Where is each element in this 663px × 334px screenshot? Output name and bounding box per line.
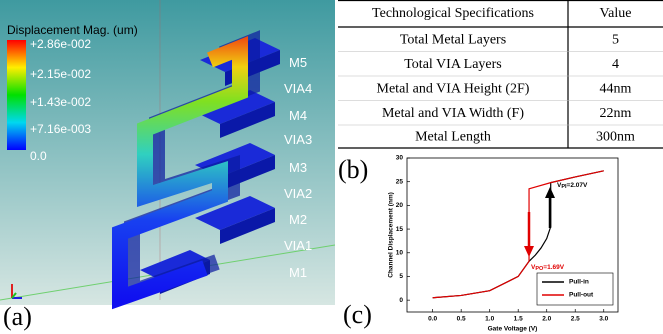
- x-tick-label: 2.5: [571, 316, 580, 323]
- annotation: VPO=1.69V: [531, 264, 565, 273]
- x-tick-label: 1.0: [485, 316, 494, 323]
- x-axis-label: Gate Voltage (V): [488, 326, 538, 333]
- y-tick-label: 10: [396, 249, 404, 256]
- y-tick-label: 30: [396, 155, 404, 162]
- table-cell: 4: [612, 57, 619, 72]
- layer-label: VIA3: [284, 132, 312, 147]
- y-tick-label: 5: [399, 273, 403, 280]
- colorbar: [7, 40, 26, 150]
- y-tick-label: 20: [396, 202, 404, 209]
- table-cell: Total VIA Layers: [404, 57, 502, 72]
- legend-label: Pull-in: [569, 279, 589, 286]
- y-tick-label: 25: [396, 178, 404, 185]
- colorbar-label: +2.86e-002: [30, 37, 91, 51]
- table-cell: Metal and VIA Height (2F): [377, 81, 530, 96]
- layer-label: M2: [289, 212, 307, 227]
- table-header: Technological Specifications: [372, 6, 534, 21]
- spec-table: Technological Specifications Value Total M…: [338, 0, 663, 148]
- annotation-suffix: =2.07V: [567, 182, 588, 189]
- table-cell: 300nm: [596, 130, 635, 145]
- layer-label: M3: [289, 160, 307, 175]
- table-cell: Total Metal Layers: [400, 32, 506, 47]
- colorbar-label: +7.16e-003: [30, 122, 91, 136]
- layer-label: VIA1: [284, 238, 312, 253]
- colorbar-label: +2.15e-002: [30, 67, 91, 81]
- table-header: Value: [600, 6, 632, 21]
- x-tick-label: 0.0: [428, 316, 437, 323]
- layer-label: VIA2: [284, 186, 312, 201]
- colorbar-label: +1.43e-002: [30, 95, 91, 109]
- x-tick-label: 0.5: [457, 316, 466, 323]
- colorbar-label: 0.0: [30, 149, 47, 163]
- arrow-head: [545, 187, 555, 198]
- x-tick-label: 1.5: [514, 316, 523, 323]
- chart: 0.0 0.5 1.0 1.5 2.0 2.5 3.0 0 5 10 15 20 25 30 Gate Vo…: [388, 155, 618, 333]
- panel-label: (a): [3, 302, 32, 331]
- arrow-head: [524, 246, 534, 257]
- table-cell: 5: [612, 32, 619, 47]
- layer-label: VIA4: [284, 81, 312, 96]
- layer-label: M1: [289, 265, 307, 280]
- table-cell: 44nm: [600, 81, 632, 96]
- layer-label: M5: [289, 55, 307, 70]
- y-tick-label: 15: [396, 226, 404, 233]
- colorbar-title: Displacement Mag. (um): [7, 23, 138, 37]
- panel-label: (c): [343, 300, 372, 329]
- panel-label: (b): [338, 155, 368, 184]
- table-cell: Metal Length: [415, 130, 491, 145]
- y-tick-label: 0: [399, 297, 403, 304]
- legend-label: Pull-out: [569, 292, 594, 299]
- annotation-suffix: =1.69V: [543, 264, 564, 271]
- table-cell: 22nm: [600, 106, 632, 121]
- table-cell: Metal and VIA Width (F): [382, 106, 524, 121]
- y-axis-label: Channel Displacement (nm): [388, 192, 395, 278]
- x-tick-label: 3.0: [599, 316, 608, 323]
- figure: Displacement Mag. (um) +2.86e-002 +2.15e…: [0, 0, 663, 334]
- layer-label: M4: [289, 108, 307, 123]
- x-tick-label: 2.0: [542, 316, 551, 323]
- annotation: VPI=2.07V: [557, 182, 588, 191]
